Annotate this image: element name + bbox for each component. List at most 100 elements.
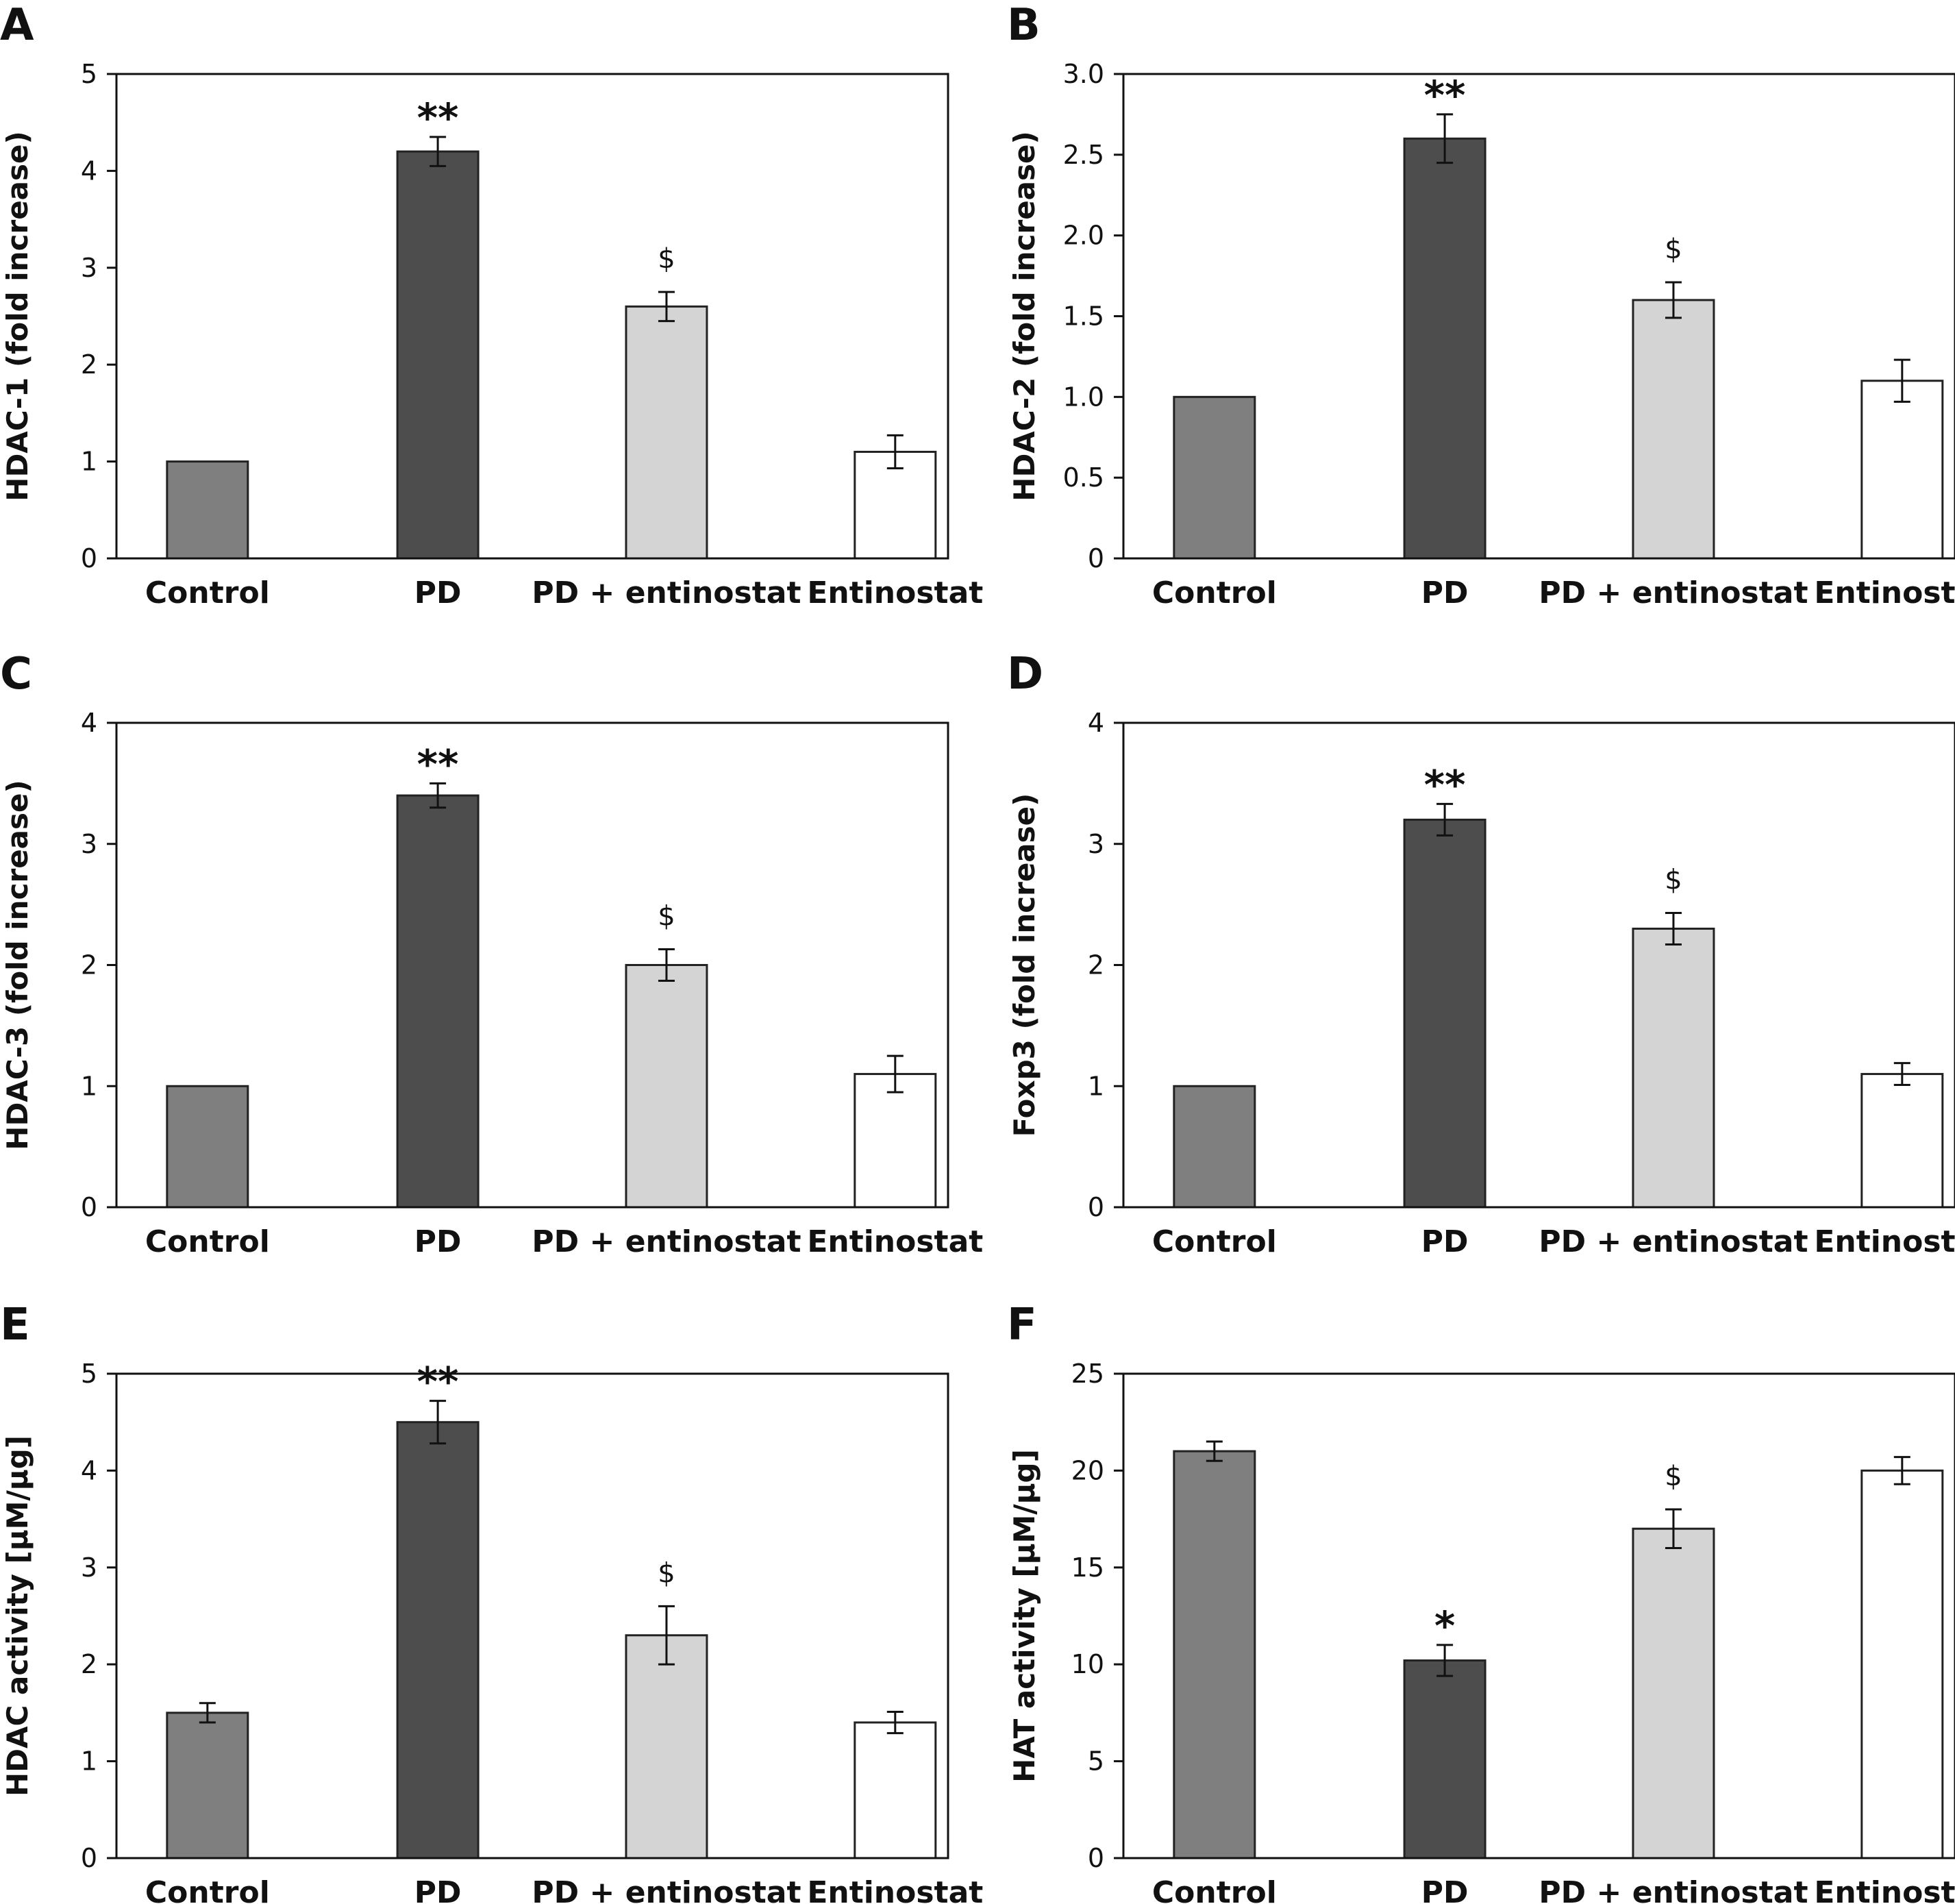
tick-label-y: 2 xyxy=(81,349,97,380)
plot-frame xyxy=(1122,1372,1955,1859)
tick-label-x: Control xyxy=(145,1224,270,1259)
error-bar xyxy=(1893,358,1910,403)
tick-label-y: 0 xyxy=(1088,1192,1104,1222)
error-bar xyxy=(429,782,447,809)
tick-label-y: 0 xyxy=(1088,1843,1104,1873)
error-bar xyxy=(886,1054,904,1093)
error-bar xyxy=(1893,1456,1910,1485)
panel-letter: E xyxy=(0,1300,30,1350)
error-bar xyxy=(658,290,675,323)
tick-label-y: 0.5 xyxy=(1063,462,1104,493)
tick-label-x: Control xyxy=(1152,576,1277,610)
y-axis-label: HDAC activity [μM/μg] xyxy=(1,1435,34,1796)
error-bar xyxy=(1665,911,1682,945)
tick-label-x: Control xyxy=(145,576,270,610)
bar-control xyxy=(166,460,249,560)
significance-marker: ** xyxy=(417,741,459,787)
tick-label-y: 0 xyxy=(81,1843,97,1873)
tick-label-y: 5 xyxy=(81,1359,97,1389)
bar-control xyxy=(1173,1450,1256,1859)
tick-label-y: 1 xyxy=(81,1746,97,1777)
tick-label-y: 3 xyxy=(81,1553,97,1583)
bar-entinostat xyxy=(854,1721,937,1859)
tick-label-y: 3 xyxy=(81,829,97,859)
error-bar xyxy=(1436,113,1454,164)
significance-marker: ** xyxy=(1424,72,1466,119)
error-bar xyxy=(658,1605,675,1666)
tick-label-y: 1 xyxy=(81,447,97,477)
panel-letter: B xyxy=(1007,0,1041,51)
bar-entinostat xyxy=(854,1073,937,1209)
y-axis-label: HDAC-1 (fold increase) xyxy=(1,131,34,501)
tick-label-y: 2.5 xyxy=(1063,140,1104,170)
bar-pd xyxy=(396,794,480,1209)
tick-label-x: Entinostat xyxy=(807,1875,983,1904)
error-bar xyxy=(658,948,675,982)
tick-label-x: PD xyxy=(1421,1224,1469,1259)
tick-label-y: 4 xyxy=(1088,708,1104,738)
tick-label-y: 2.0 xyxy=(1063,221,1104,251)
bar-pd-entinostat xyxy=(1632,1527,1715,1859)
significance-marker: ** xyxy=(1424,761,1466,808)
tick-label-y: 5 xyxy=(1088,1746,1104,1777)
bar-entinostat xyxy=(1860,1469,1944,1859)
tick-label-x: PD xyxy=(414,1224,462,1259)
error-bar xyxy=(429,1400,447,1445)
tick-label-y: 10 xyxy=(1071,1649,1104,1679)
panel-c: C Control ** PD $ PD + entinostat Entinostat 0 1… xyxy=(0,649,983,1259)
error-bar xyxy=(886,1710,904,1735)
tick-label-y: 0 xyxy=(1088,543,1104,573)
bar-pd xyxy=(396,1421,480,1859)
panel-e: E Control ** PD $ PD + entinostat Entinostat 0 1… xyxy=(0,1300,983,1904)
bar-pd-entinostat xyxy=(1632,927,1715,1209)
bar-pd xyxy=(396,150,480,560)
tick-label-y: 2 xyxy=(81,1649,97,1679)
tick-label-x: PD xyxy=(414,1875,462,1904)
significance-marker: $ xyxy=(658,243,675,275)
tick-label-x: Entinostat xyxy=(1814,576,1955,610)
bar-pd xyxy=(1403,818,1486,1209)
error-bar xyxy=(1665,281,1682,319)
tick-label-y: 3.0 xyxy=(1063,59,1104,89)
panel-letter: D xyxy=(1007,649,1043,700)
plot-frame xyxy=(115,1372,949,1859)
tick-label-y: 1 xyxy=(81,1071,97,1101)
y-axis-label: HAT activity [μM/μg] xyxy=(1008,1449,1041,1783)
significance-marker: * xyxy=(1434,1603,1455,1649)
error-bar xyxy=(1665,1508,1682,1550)
significance-marker: $ xyxy=(1665,1461,1682,1492)
error-bar xyxy=(429,136,447,167)
tick-label-x: PD + entinostat xyxy=(1539,1875,1808,1904)
bar-pd-entinostat xyxy=(625,305,708,560)
error-bar xyxy=(1893,1062,1910,1086)
panel-letter: C xyxy=(0,649,32,700)
y-axis-label: Foxp3 (fold increase) xyxy=(1008,793,1041,1137)
bar-pd-entinostat xyxy=(1632,299,1715,560)
tick-label-y: 2 xyxy=(81,950,97,980)
tick-label-x: PD + entinostat xyxy=(532,1224,801,1259)
tick-label-y: 0 xyxy=(81,1192,97,1222)
error-bar xyxy=(1206,1440,1223,1462)
tick-label-y: 1 xyxy=(1088,1071,1104,1101)
tick-label-y: 20 xyxy=(1071,1455,1104,1485)
bar-control xyxy=(166,1711,249,1859)
error-bar xyxy=(886,434,904,469)
tick-label-x: PD + entinostat xyxy=(532,576,801,610)
bar-pd-entinostat xyxy=(625,964,708,1209)
tick-label-x: Control xyxy=(145,1875,270,1904)
y-axis-label: HDAC-3 (fold increase) xyxy=(1,780,34,1150)
tick-label-y: 3 xyxy=(1088,829,1104,859)
bar-control xyxy=(166,1085,249,1209)
tick-label-x: Control xyxy=(1152,1875,1277,1904)
significance-marker: $ xyxy=(1665,864,1682,895)
tick-label-x: Control xyxy=(1152,1224,1277,1259)
error-bar xyxy=(1436,1644,1454,1677)
tick-label-x: PD xyxy=(414,576,462,610)
bar-entinostat xyxy=(1860,1073,1944,1209)
panel-a: A Control ** PD $ PD + entinostat Entinostat 0 1… xyxy=(0,0,983,610)
tick-label-y: 4 xyxy=(81,708,97,738)
